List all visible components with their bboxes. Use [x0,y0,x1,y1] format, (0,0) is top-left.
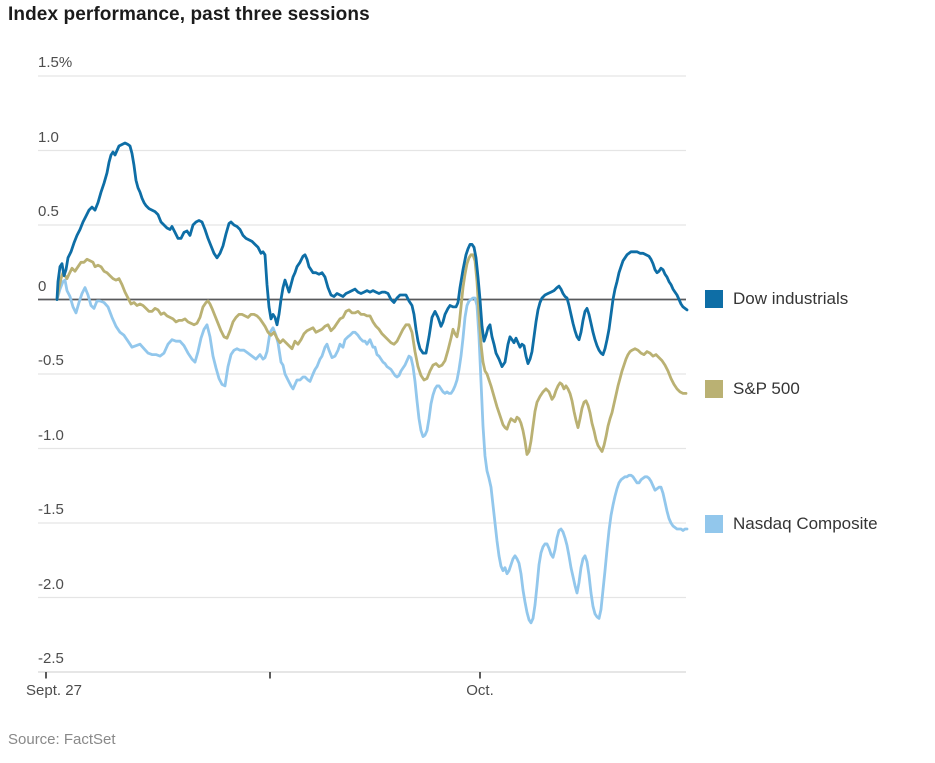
line-nasdaq-composite [55,278,689,625]
y-axis-label: 0 [38,277,47,295]
y-axis-label: -2.5 [38,650,64,667]
series-lines [55,141,689,625]
legend-label-nasdaq: Nasdaq Composite [733,514,878,533]
y-axis-label: -0.5 [38,352,64,369]
x-axis-label: Oct. [466,682,494,699]
dow-color-swatch-icon [705,290,723,308]
y-axis-label: 0.5 [38,203,59,220]
sp500-color-swatch-icon [705,380,723,398]
y-axis-label: -1.5 [38,501,64,518]
y-axis-label: 1.0 [38,128,59,146]
gridlines [38,75,686,673]
x-axis-label: Sept. 27 [26,682,82,699]
legend-label-dow: Dow industrials [733,289,849,308]
x-axis [45,672,481,679]
y-axis-label: 1.5% [38,54,73,71]
line-dow-industrials [55,141,689,369]
y-axis-label: -1.0 [38,426,64,444]
source-attribution: Source: FactSet [8,731,116,748]
nasdaq-color-swatch-icon [705,515,723,533]
legend-label-sp500: S&P 500 [733,379,800,398]
y-axis-label: -2.0 [38,575,64,593]
chart-title: Index performance, past three sessions [8,4,370,25]
legend-item-sp500: S&P 500 [705,379,800,399]
line-s-p-500 [55,253,688,456]
legend-item-dow-industrials: Dow industrials [705,289,848,309]
legend-item-nasdaq: Nasdaq Composite [705,514,878,534]
